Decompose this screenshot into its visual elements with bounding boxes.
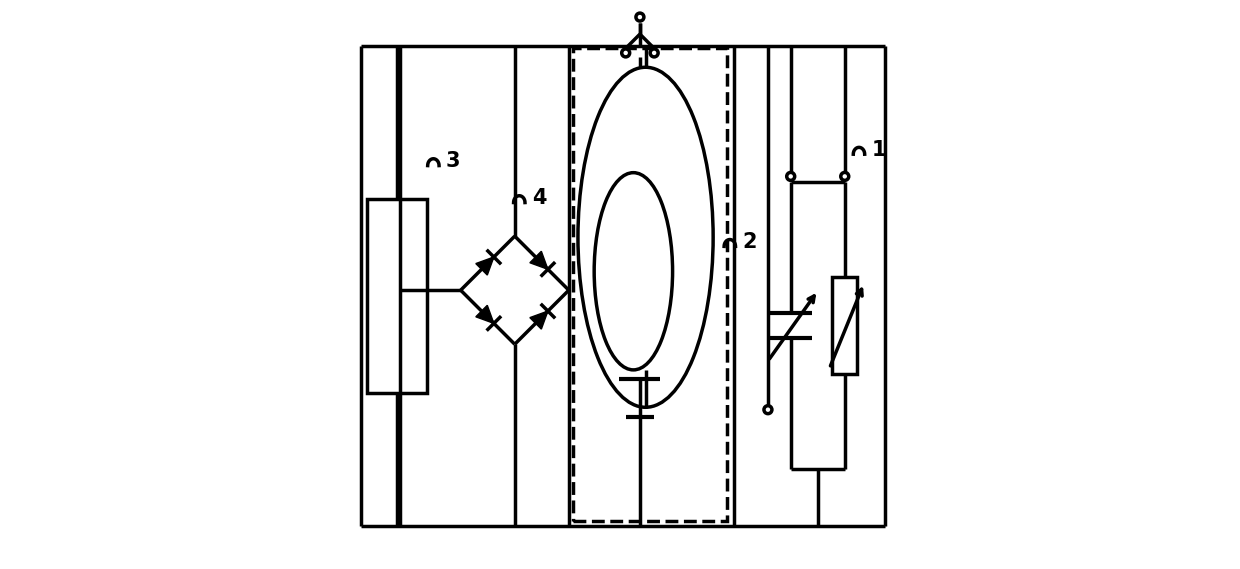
Polygon shape: [529, 311, 548, 329]
Text: 1: 1: [872, 139, 887, 160]
Bar: [367, 199, 427, 393]
Text: 2: 2: [743, 232, 756, 252]
Circle shape: [764, 406, 773, 414]
Circle shape: [621, 49, 630, 57]
Polygon shape: [476, 306, 494, 323]
Bar: [573, 48, 727, 521]
Circle shape: [786, 172, 795, 180]
Circle shape: [636, 13, 644, 21]
Text: 3: 3: [446, 151, 460, 171]
Bar: [832, 278, 857, 374]
Circle shape: [841, 172, 848, 180]
Text: 4: 4: [532, 188, 547, 208]
Polygon shape: [529, 251, 548, 269]
Circle shape: [650, 49, 658, 57]
Polygon shape: [476, 257, 494, 275]
